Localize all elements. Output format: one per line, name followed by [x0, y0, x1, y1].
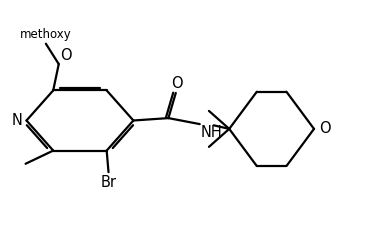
Text: NH: NH	[201, 125, 223, 140]
Text: O: O	[171, 76, 182, 91]
Text: O: O	[319, 121, 330, 136]
Text: O: O	[61, 48, 72, 63]
Text: methoxy: methoxy	[20, 28, 72, 41]
Text: Br: Br	[101, 175, 117, 190]
Text: N: N	[11, 113, 22, 128]
